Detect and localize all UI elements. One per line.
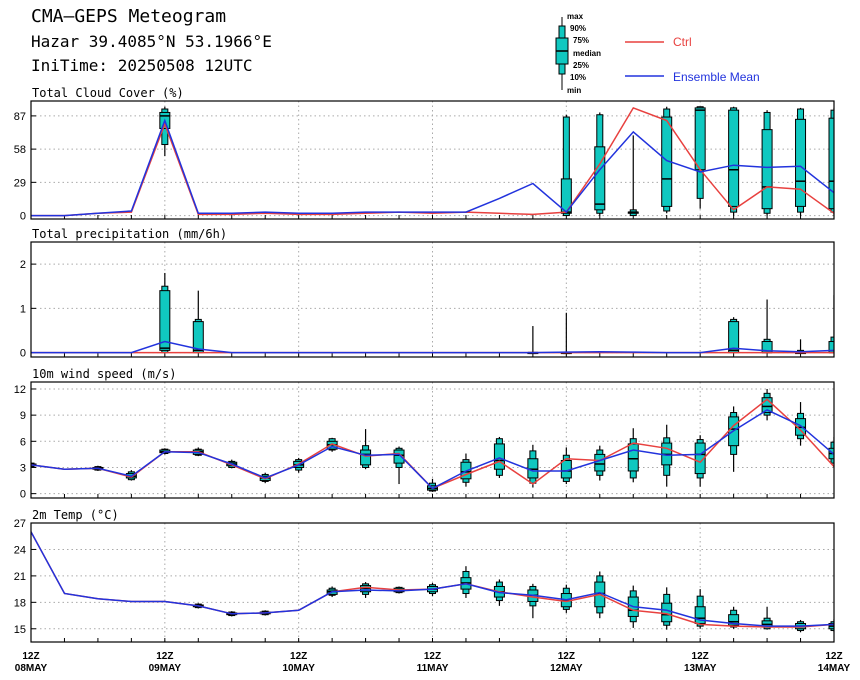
xtick-label-time: 12Z <box>692 651 709 662</box>
legend-label-p25: 25% <box>573 61 589 70</box>
ensemble-mean-line <box>31 118 834 217</box>
box-inner <box>527 458 539 479</box>
legend-label-max: max <box>567 12 584 21</box>
xtick-label-time: 12Z <box>558 651 575 662</box>
legend-label-median: median <box>573 49 601 58</box>
ytick-label: 9 <box>20 410 26 422</box>
panel-data <box>31 106 834 217</box>
box-inner <box>795 118 807 207</box>
station-location: Hazar 39.4085°N 53.1966°E <box>31 32 272 51</box>
xtick-label-date: 08MAY <box>15 663 48 674</box>
ytick-label: 15 <box>14 624 26 636</box>
box-inner <box>828 341 834 354</box>
legend-label-p10: 10% <box>570 73 586 82</box>
meteogram-title: CMA—GEPS Meteogram <box>31 6 227 27</box>
panel-data <box>31 531 834 633</box>
box-inner <box>694 107 706 171</box>
legend: max 90% 75% median 25% 10% min Ctrl Ense… <box>555 12 760 95</box>
xtick-label-date: 12MAY <box>550 663 583 674</box>
box-inner <box>594 146 606 211</box>
ytick-label: 0 <box>20 489 26 501</box>
panel-title: Total precipitation (mm/6h) <box>32 227 227 241</box>
ytick-label: 0 <box>20 211 26 223</box>
box-outer <box>562 116 570 217</box>
panel-title: 2m Temp (°C) <box>32 508 119 522</box>
box-inner <box>728 614 740 626</box>
box-inner <box>393 449 405 464</box>
ytick-label: 87 <box>14 111 26 123</box>
ctrl-line <box>31 106 834 217</box>
xtick-label-date: 14MAY <box>818 663 851 674</box>
legend-mean-label: Ensemble Mean <box>673 70 760 84</box>
panel-frame <box>30 522 835 643</box>
ytick-label: 2 <box>20 259 26 271</box>
panel-frame <box>30 381 835 499</box>
legend-label-min: min <box>567 86 581 95</box>
panel-data <box>31 388 834 492</box>
ytick-label: 1 <box>20 303 26 315</box>
box-inner <box>761 397 773 414</box>
ensemble-mean-line <box>31 531 834 627</box>
panel-2: 10m wind speed (m/s) 0 3 6 9 12 <box>14 367 835 501</box>
xtick-label-time: 12Z <box>424 651 441 662</box>
init-time: IniTime: 20250508 12UTC <box>31 56 253 75</box>
legend-ctrl-label: Ctrl <box>673 35 692 49</box>
box-inner <box>627 443 639 472</box>
xtick-label-date: 10MAY <box>282 663 315 674</box>
ytick-label: 27 <box>14 518 26 530</box>
box-inner <box>159 290 171 351</box>
ytick-label: 18 <box>14 597 26 609</box>
box-inner <box>694 606 706 624</box>
box-inner <box>360 449 372 466</box>
xtick-label-date: 13MAY <box>684 663 717 674</box>
box-inner <box>594 453 606 472</box>
panel-title: 10m wind speed (m/s) <box>32 367 177 381</box>
panel-0: Total Cloud Cover (%) 0 29 58 87 <box>14 86 835 223</box>
ytick-label: 6 <box>20 436 26 448</box>
xtick-label-time: 12Z <box>825 651 842 662</box>
box-inner <box>560 178 572 214</box>
panel-3: 2m Temp (°C) 15 18 21 24 27 <box>14 508 835 643</box>
ensemble-mean-line <box>31 409 834 490</box>
box-inner <box>493 443 505 470</box>
legend-label-p90: 90% <box>570 24 586 33</box>
panel-1: Total precipitation (mm/6h) 0 1 2 <box>20 227 835 360</box>
ytick-label: 3 <box>20 462 26 474</box>
panel-title: Total Cloud Cover (%) <box>32 86 184 100</box>
ytick-label: 29 <box>14 177 26 189</box>
box-inner <box>761 129 773 210</box>
ensemble-mean-line <box>31 340 834 354</box>
box-inner <box>661 602 673 623</box>
ytick-label: 58 <box>14 144 26 156</box>
ytick-label: 12 <box>14 384 26 396</box>
panel-data <box>31 272 834 355</box>
panel-frame <box>30 100 835 220</box>
box-inner <box>828 117 834 210</box>
xtick-label-time: 12Z <box>22 651 39 662</box>
box-inner <box>728 109 740 207</box>
xtick-label-time: 12Z <box>290 651 307 662</box>
panel-frame <box>30 241 835 358</box>
ytick-label: 21 <box>14 571 26 583</box>
legend-label-p75: 75% <box>573 36 589 45</box>
x-axis-labels: 12Z08MAY12Z09MAY12Z10MAY12Z11MAY12Z12MAY… <box>15 651 851 674</box>
xtick-label-date: 11MAY <box>417 663 449 674</box>
ytick-label: 0 <box>20 348 26 360</box>
xtick-label-time: 12Z <box>156 651 173 662</box>
box-inner <box>694 442 706 475</box>
xtick-label-date: 09MAY <box>149 663 182 674</box>
ytick-label: 24 <box>14 544 26 556</box>
